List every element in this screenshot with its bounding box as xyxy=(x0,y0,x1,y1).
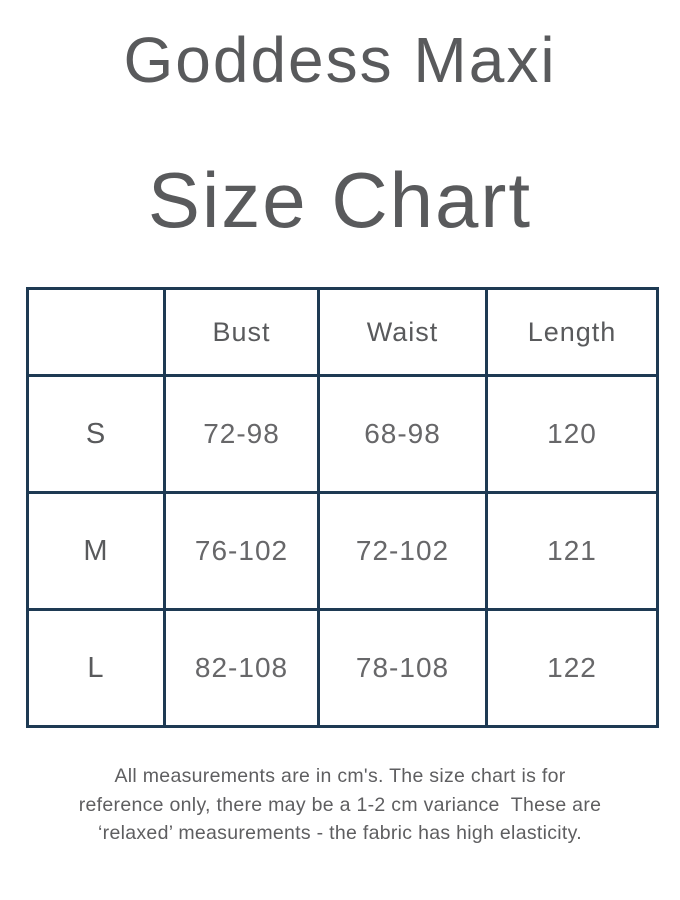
table-row-m: M 76-102 72-102 121 xyxy=(26,491,659,611)
cell-size-m: M xyxy=(26,491,166,611)
cell-waist-s: 68-98 xyxy=(317,374,488,494)
table-header-row: Bust Waist Length xyxy=(26,287,659,377)
header-cell-size xyxy=(26,287,166,377)
measurement-note: All measurements are in cm's. The size c… xyxy=(0,762,680,848)
cell-waist-l: 78-108 xyxy=(317,608,488,728)
product-title: Goddess Maxi xyxy=(123,24,557,96)
page-title: Size Chart xyxy=(147,156,533,244)
cell-bust-s: 72-98 xyxy=(163,374,320,494)
measurement-note-line-3: ‘relaxed’ measurements - the fabric has … xyxy=(98,822,582,844)
cell-length-s: 120 xyxy=(485,374,659,494)
table-row-s: S 72-98 68-98 120 xyxy=(26,374,659,494)
cell-length-l: 122 xyxy=(485,608,659,728)
measurement-note-line-2: reference only, there may be a 1-2 cm va… xyxy=(78,793,602,816)
cell-length-m: 121 xyxy=(485,491,659,611)
header-cell-length: Length xyxy=(485,287,659,377)
table-row-l: L 82-108 78-108 122 xyxy=(26,608,659,728)
cell-size-s: S xyxy=(26,374,166,494)
header-cell-bust: Bust xyxy=(163,287,320,377)
header-cell-waist: Waist xyxy=(317,287,488,377)
cell-waist-m: 72-102 xyxy=(317,491,488,611)
size-table: Bust Waist Length S 72-98 68-98 120 M 76… xyxy=(26,287,659,728)
cell-size-l: L xyxy=(26,608,166,728)
cell-bust-m: 76-102 xyxy=(163,491,320,611)
measurement-note-line-1: All measurements are in cm's. The size c… xyxy=(114,765,566,787)
cell-bust-l: 82-108 xyxy=(163,608,320,728)
